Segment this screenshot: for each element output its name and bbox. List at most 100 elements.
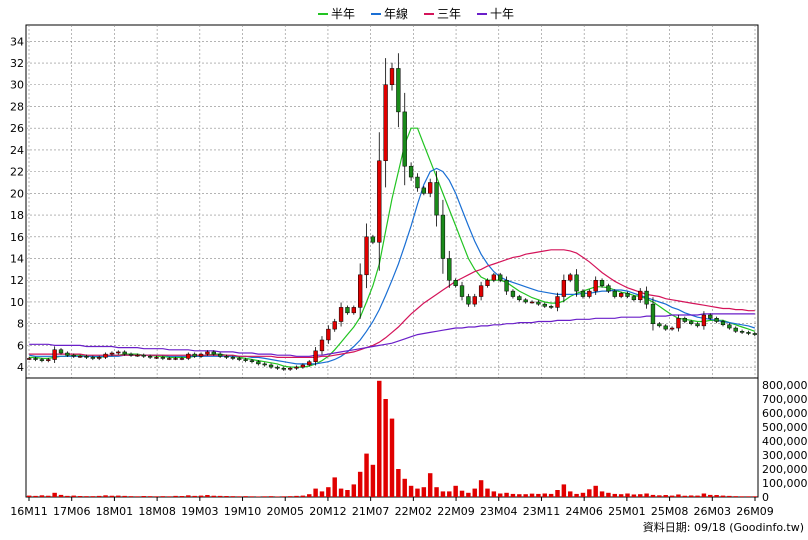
data-date-footer: 資料日期: 09/18 (Goodinfo.tw) <box>643 520 804 534</box>
volume-bar <box>96 495 102 497</box>
volume-bar <box>434 487 439 497</box>
candle <box>383 58 388 188</box>
volume-bar <box>491 491 497 497</box>
candlesticks <box>27 53 757 371</box>
volume-bar <box>109 495 115 497</box>
candle <box>160 355 166 361</box>
candle-body <box>466 296 471 305</box>
candle <box>338 302 344 327</box>
candle <box>230 355 236 361</box>
candle <box>408 162 414 181</box>
candle-body <box>332 321 337 330</box>
volume-bar <box>116 495 121 497</box>
candle-body <box>230 357 236 359</box>
candle-body <box>689 321 694 324</box>
price-tick-label-2: 8 <box>17 318 24 331</box>
candle <box>428 178 433 198</box>
candle-body <box>517 296 522 301</box>
candle-body <box>542 303 547 307</box>
candle <box>510 289 516 299</box>
volume-bar <box>606 492 611 497</box>
candle <box>650 297 656 331</box>
chart-legend: 半年 年線 三年 十年 <box>318 6 514 21</box>
volume-bar <box>567 491 573 497</box>
candle <box>319 336 325 355</box>
volume-bar <box>720 495 726 497</box>
volume-tick-label-6: 600,000 <box>762 407 808 420</box>
candle-body <box>612 290 617 297</box>
volume-bar <box>198 495 204 497</box>
volume-bar <box>396 469 401 497</box>
volume-bar <box>408 485 414 497</box>
plot-frame <box>25 24 759 498</box>
candle-body <box>268 364 274 368</box>
candle-body <box>326 328 331 341</box>
candle-body <box>638 290 643 301</box>
candle <box>568 272 573 283</box>
volume-bar <box>548 493 554 497</box>
volume-tick-label-5: 500,000 <box>762 421 808 434</box>
volume-bar <box>90 496 96 497</box>
candle <box>695 322 700 328</box>
candle-body <box>536 301 541 305</box>
volume-bar <box>179 496 185 497</box>
candle <box>491 272 497 283</box>
volume-bar <box>268 496 274 497</box>
volume-bar <box>612 493 618 497</box>
candle-body <box>669 327 675 330</box>
candle-body <box>555 296 560 308</box>
volume-bar <box>338 488 344 497</box>
candle-body <box>243 359 248 361</box>
volume-bar <box>510 493 516 497</box>
candle-body <box>275 366 280 369</box>
candle <box>453 278 458 288</box>
price-tick-label-15: 34 <box>10 35 24 48</box>
candle <box>536 300 541 306</box>
x-tick-label-8: 21M07 <box>352 505 390 518</box>
volume-bar <box>33 495 38 497</box>
volume-bar <box>447 491 452 497</box>
candle-body <box>377 160 382 243</box>
candle-body <box>574 274 579 292</box>
candle-body <box>491 274 497 281</box>
x-tick-label-6: 20M05 <box>266 505 304 518</box>
candle <box>46 357 51 363</box>
candle <box>587 289 592 299</box>
price-tick-label-0: 4 <box>17 361 24 374</box>
candle <box>300 363 306 369</box>
candle-body <box>364 236 369 276</box>
candle <box>434 171 439 227</box>
candle-body <box>548 306 554 308</box>
volume-tick-label-1: 100,000 <box>762 477 808 490</box>
volume-bar <box>71 495 76 497</box>
candle <box>364 223 369 289</box>
candle-body <box>593 279 598 292</box>
candle-body <box>281 367 286 370</box>
candle <box>644 286 649 309</box>
candle-body <box>383 84 388 162</box>
candle <box>65 351 70 357</box>
candle <box>440 199 446 274</box>
candle-body <box>428 182 433 194</box>
legend-label-3: 十年 <box>490 7 514 21</box>
candle <box>351 305 356 315</box>
candle-body <box>708 314 713 319</box>
volume-bar <box>453 485 458 497</box>
candle-body <box>657 323 662 327</box>
price-tick-label-9: 22 <box>10 166 24 179</box>
candle <box>606 283 611 294</box>
candle-body <box>587 290 592 297</box>
candle <box>498 272 503 283</box>
volume-bar <box>46 495 51 497</box>
volume-bar <box>186 495 191 497</box>
volume-bar <box>217 495 223 497</box>
volume-bar <box>192 495 197 497</box>
candle <box>122 350 127 356</box>
candle <box>268 363 274 369</box>
candle <box>275 365 280 370</box>
candle-body <box>415 176 420 189</box>
candle <box>752 331 757 337</box>
volume-bar <box>688 495 694 497</box>
candle <box>27 356 32 361</box>
volume-bar <box>574 493 579 497</box>
